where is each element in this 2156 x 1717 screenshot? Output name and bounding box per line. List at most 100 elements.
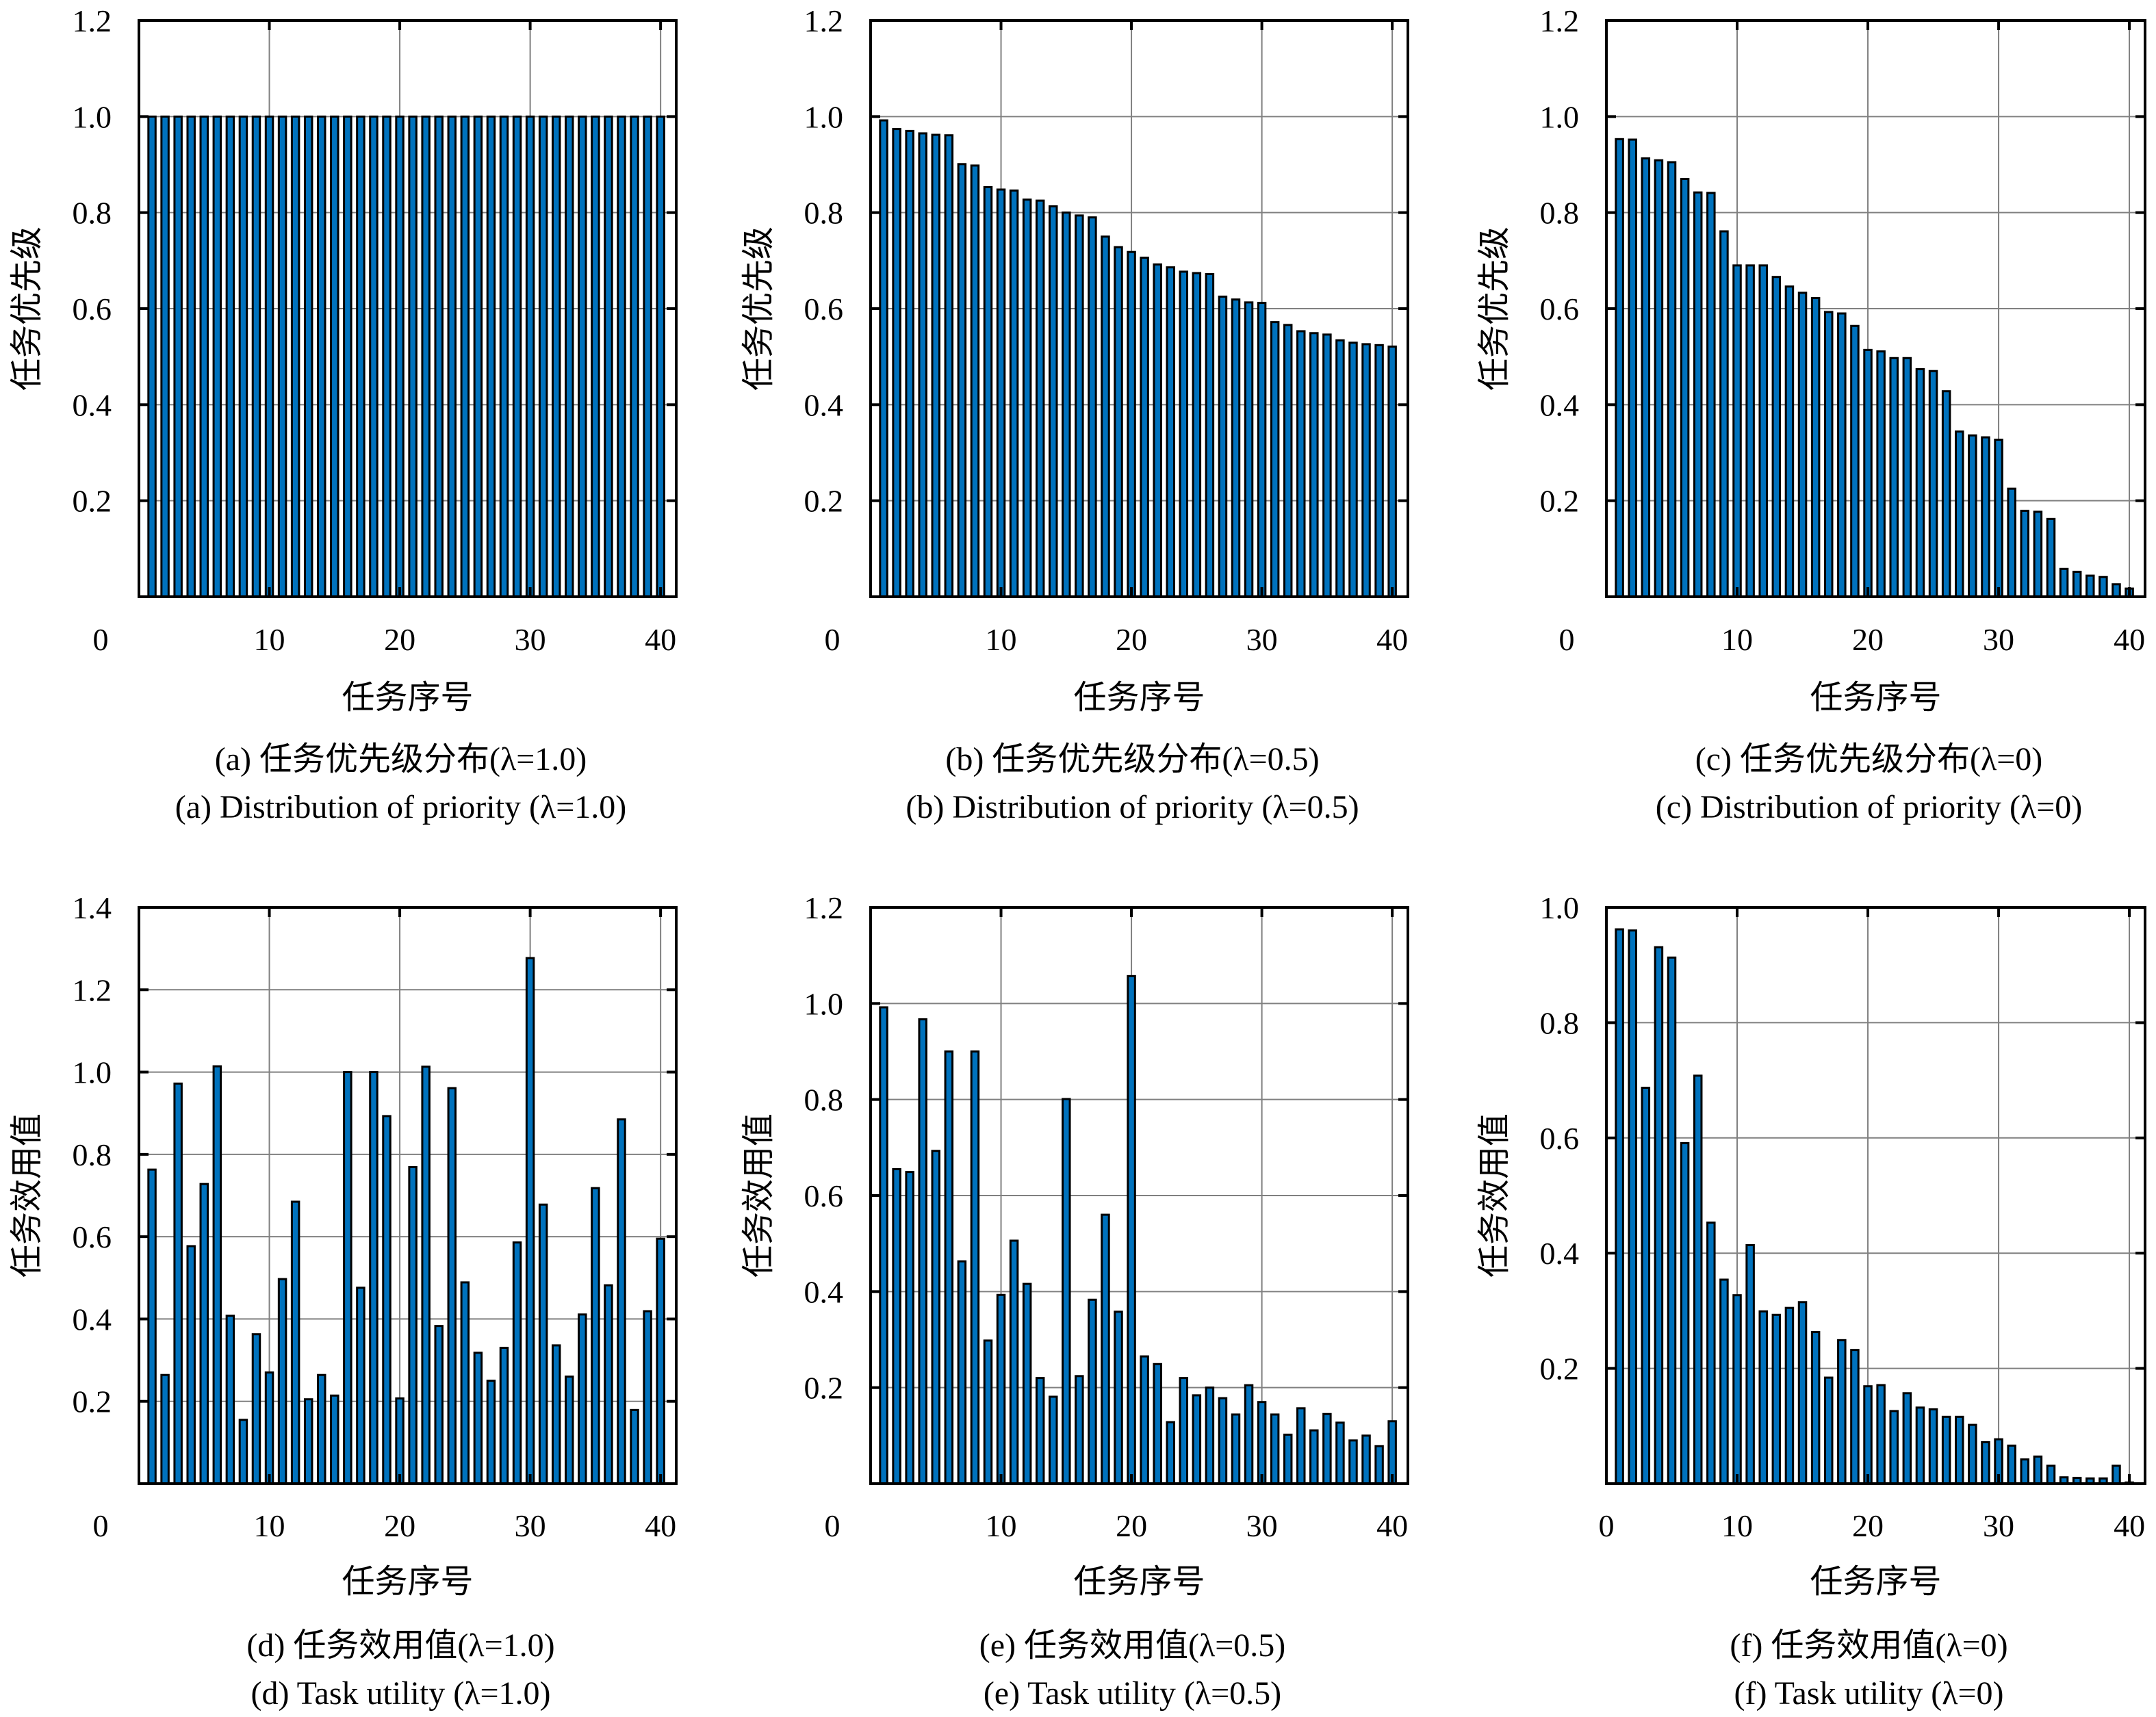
y-tick-label: 0.6 [1540,1121,1580,1156]
caption-en: (d) Task utility (λ=1.0) [251,1675,550,1712]
bar [1902,1392,1912,1485]
bar [447,1087,457,1485]
bar [2072,571,2082,598]
bar [1101,235,1110,598]
y-tick-label: 1.0 [73,99,112,134]
y-axis-label: 任务效用值 [1476,1113,1513,1278]
x-tick-label: 10 [1721,622,1753,657]
bar [1140,257,1149,598]
bar [1941,1415,1951,1485]
bar [499,1347,509,1485]
bar [238,1419,248,1485]
y-tick-label: 1.0 [804,99,844,134]
bar [970,164,980,598]
bar [251,115,261,598]
bar [604,1284,613,1485]
y-tick-label: 0.2 [804,1371,844,1406]
bar [1335,1421,1345,1485]
y-tick-label: 1.2 [73,972,112,1007]
x-tick-label: 10 [254,622,285,657]
bar [1361,1434,1371,1485]
bar [1719,230,1729,598]
x-tick-label: 40 [1376,622,1408,657]
bar [1205,272,1215,598]
bar [199,1183,209,1485]
bar [879,119,888,598]
bar [551,115,561,598]
bar [604,115,613,598]
bar [1244,1384,1254,1485]
bar [160,115,170,598]
bar [1009,1239,1019,1485]
bar [1270,1413,1280,1485]
bar [983,1339,993,1485]
bar [264,1371,274,1485]
bar [525,115,535,598]
bar [1140,1355,1149,1485]
bar [1628,929,1637,1485]
bar [643,115,652,598]
bar [1009,189,1019,598]
bar [2033,1455,2043,1485]
bar [173,115,183,598]
bar [1218,295,1228,598]
bar [1153,263,1162,598]
bar [238,115,248,598]
y-axis-label: 任务优先级 [741,227,777,391]
bar [356,115,365,598]
bar [905,129,914,598]
bar [2033,511,2043,598]
y-tick-label: 0.8 [804,196,844,231]
bar [1374,1445,1384,1485]
bar [2007,487,2016,598]
bar [1348,1439,1358,1485]
x-tick-label: 20 [1116,1508,1147,1543]
bar [317,1373,326,1485]
caption-zh: (a) 任务优先级分布(λ=1.0) [215,741,587,777]
bar [382,115,392,598]
bar [1784,1306,1795,1485]
bar [447,115,457,598]
bar [1361,343,1371,598]
bar [957,1260,967,1485]
bar [330,115,339,598]
y-tick-label: 0.2 [804,484,844,519]
bar [264,115,274,598]
bar [277,1278,287,1485]
bar [1322,333,1332,598]
y-tick-label: 1.2 [804,890,844,925]
x-axis-label: 任务序号 [1810,1564,1941,1600]
bar [421,115,431,598]
x-axis-label: 任务序号 [342,680,473,716]
bar [395,115,405,598]
bar [1902,357,1912,598]
bar [931,133,941,598]
x-tick-label: 40 [1376,1508,1408,1543]
bar [290,115,300,598]
caption-zh: (d) 任务效用值(λ=1.0) [246,1627,554,1664]
bar [1654,159,1664,598]
bar [1022,198,1032,598]
bar [1628,138,1637,598]
x-tick-label: 30 [1246,622,1278,657]
bar [173,1082,183,1485]
bar [1296,330,1306,598]
bar [1322,1412,1332,1485]
bar [1706,1222,1716,1485]
caption-en: (b) Distribution of priority (λ=0.5) [906,789,1359,825]
bar [996,188,1006,598]
y-tick-label: 1.2 [1540,3,1580,38]
bar [1022,1282,1032,1485]
bar [1889,357,1899,598]
bar [2059,567,2069,598]
x-tick-label: 30 [1983,1508,2014,1543]
x-axis-label: 任务序号 [1810,680,1941,716]
x-tick-label: 40 [2114,1508,2145,1543]
bar [330,1394,339,1485]
bar [2046,517,2056,598]
bar [1941,390,1951,598]
bar [656,1237,665,1485]
bar [147,115,157,598]
y-tick-label: 0.8 [73,1137,112,1172]
bar [630,1408,639,1485]
